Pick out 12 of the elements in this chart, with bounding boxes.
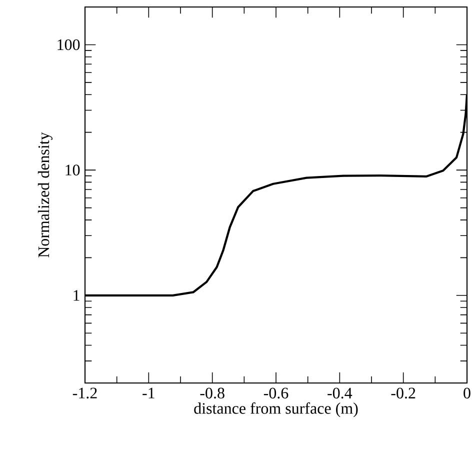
y-axis-title: Normalized density (38, 132, 52, 258)
x-tick-label: -1.2 (72, 388, 97, 399)
x-tick-label: -0.8 (200, 388, 224, 399)
y-tick-label: 100 (58, 39, 80, 50)
x-tick-label: -0.4 (328, 388, 352, 399)
x-tick-label: 0 (464, 388, 470, 398)
y-tick-label: 1 (74, 290, 80, 301)
x-tick-label: -0.6 (264, 388, 288, 399)
x-tick-label: -0.2 (391, 388, 416, 399)
y-tick-label: 10 (66, 164, 80, 176)
x-axis-title: distance from surface (m) (194, 402, 358, 418)
x-tick-label: -1 (142, 388, 154, 398)
